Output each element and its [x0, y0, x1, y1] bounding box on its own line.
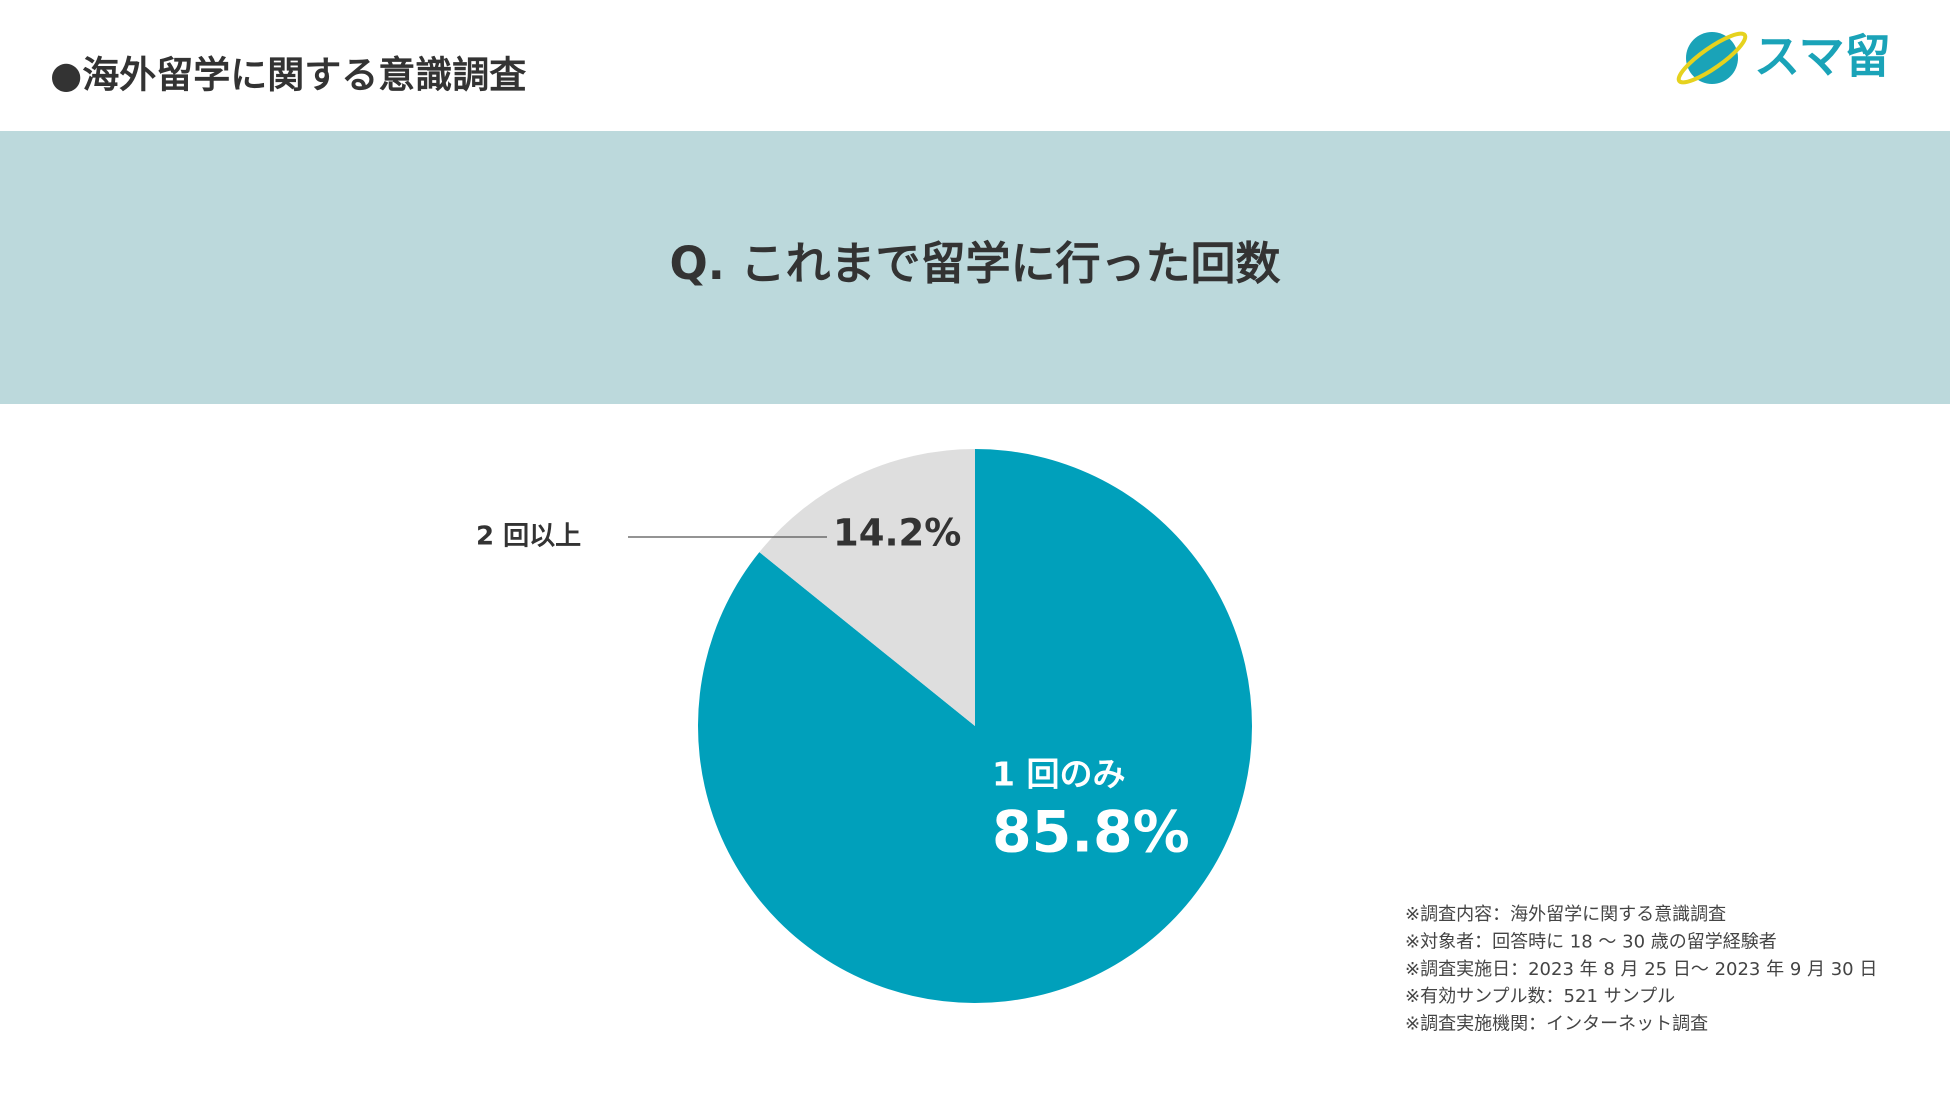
category-label: 1 回のみ	[992, 755, 1125, 794]
chart-title: Q. これまで留学に行った回数	[669, 237, 1280, 290]
pie	[698, 449, 1252, 1004]
question-band	[0, 131, 1950, 404]
value-label: 85.8%	[992, 800, 1190, 866]
logo: スマ留	[1676, 30, 1891, 85]
note: ※調査実施日：2023 年 8 月 25 日～ 2023 年 9 月 30 日	[1405, 959, 1877, 980]
category-label: 2 回以上	[476, 522, 581, 552]
logo-globe	[1686, 32, 1738, 84]
notes: ※調査内容：海外留学に関する意識調査 ※対象者：回答時に 18 ～ 30 歳の留学…	[1405, 904, 1877, 1035]
logo-text: スマ留	[1754, 30, 1891, 84]
pie-slice	[759, 449, 975, 726]
note: ※対象者：回答時に 18 ～ 30 歳の留学経験者	[1405, 931, 1777, 952]
note: ※有効サンプル数：521 サンプル	[1405, 986, 1675, 1007]
note: ※調査実施機関：インターネット調査	[1405, 1014, 1708, 1035]
logo-ring	[1676, 31, 1748, 85]
note: ※調査内容：海外留学に関する意識調査	[1405, 904, 1726, 925]
header-title: ●海外留学に関する意識調査	[50, 54, 526, 97]
value-label: 14.2%	[833, 512, 961, 555]
